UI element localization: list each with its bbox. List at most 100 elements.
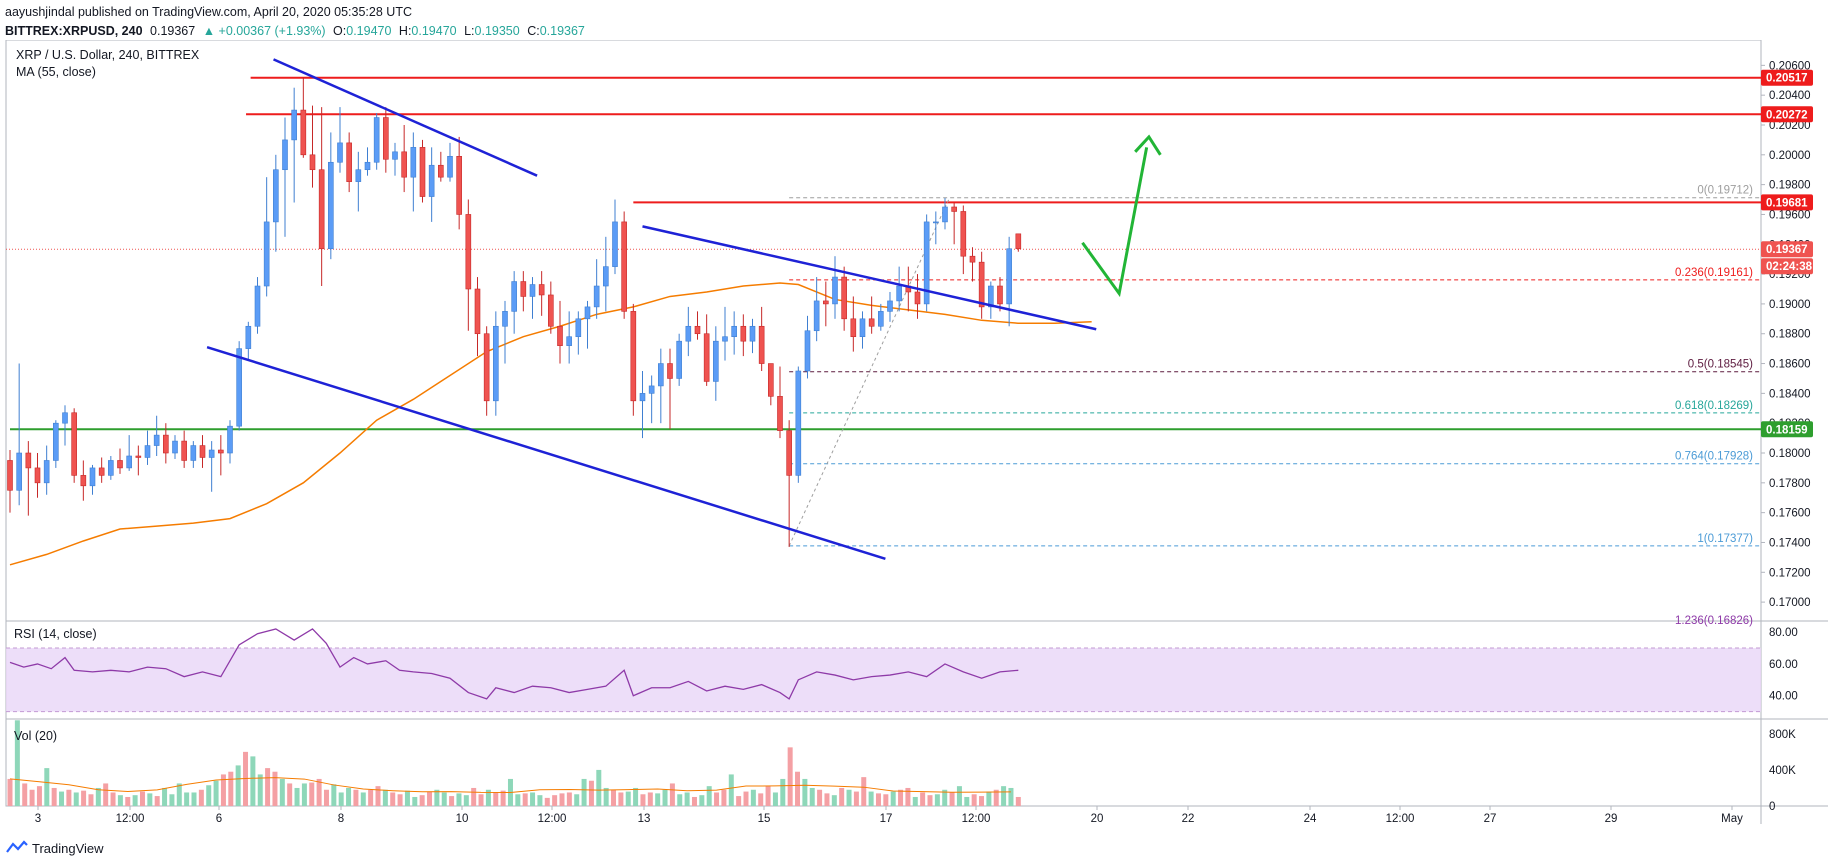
y-tick-label: 0.20000	[1769, 150, 1811, 162]
price-badge-label: 02:24:38	[1766, 261, 1813, 273]
volume-bar	[73, 792, 79, 806]
candle	[859, 318, 866, 338]
candle	[309, 154, 316, 171]
volume-bar	[780, 778, 786, 806]
candle	[117, 460, 123, 469]
volume-bar	[368, 789, 374, 806]
projection-arrow-head	[1134, 134, 1162, 156]
candle	[923, 221, 930, 305]
x-tick-label: 12:00	[538, 813, 567, 825]
candle	[71, 412, 77, 476]
candle	[502, 311, 508, 327]
candle	[575, 318, 582, 338]
candle	[850, 318, 857, 338]
y-tick-label: 0.17800	[1769, 478, 1811, 490]
candle	[896, 285, 902, 302]
volume-ma-line	[9, 777, 1011, 793]
fib-label: 0.764(0.17928)	[1675, 451, 1753, 463]
volume-bar	[154, 796, 160, 806]
volume-legend: Vol (20)	[14, 729, 58, 743]
candle	[758, 325, 765, 364]
candle	[841, 276, 847, 320]
x-tick-label: 27	[1484, 813, 1497, 825]
candle	[135, 455, 142, 458]
volume-bar	[596, 769, 602, 806]
candle	[199, 445, 206, 458]
chart-canvas[interactable]: 0.20600 0.20400 0.20200 0.20000 0.19800 0.196…	[0, 40, 1828, 835]
candle	[978, 261, 985, 308]
volume-bar	[213, 780, 219, 806]
candle	[163, 434, 169, 454]
candle	[823, 300, 829, 305]
volume-bar	[640, 794, 646, 806]
candle	[80, 475, 87, 487]
publisher-line: aayushjindal published on TradingView.co…	[5, 5, 412, 19]
volume-bar	[795, 771, 801, 806]
candle	[108, 460, 114, 476]
volume-bar	[809, 787, 815, 806]
volume-bar	[176, 783, 182, 806]
volume-bar	[404, 790, 410, 806]
last-price: 0.19367	[150, 24, 196, 38]
volume-bar	[883, 794, 889, 806]
candle	[676, 340, 682, 379]
volume-bar	[986, 791, 992, 806]
volume-bar	[66, 789, 72, 806]
candle	[337, 142, 343, 163]
volume-bar	[294, 787, 300, 806]
volume-bar	[14, 720, 20, 806]
volume-bar	[566, 792, 572, 806]
candle	[639, 393, 646, 402]
volume-bar	[493, 792, 499, 806]
candle	[438, 164, 444, 178]
volume-bar	[147, 793, 153, 806]
volume-bar	[949, 792, 955, 806]
volume-bar	[611, 789, 617, 806]
price-change: ▲ +0.00367 (+1.93%)	[202, 24, 326, 38]
volume-bar	[110, 792, 116, 806]
candle	[942, 206, 948, 223]
candle	[703, 333, 710, 382]
candle	[887, 300, 893, 312]
volume-bar	[36, 786, 42, 806]
x-tick-label: 15	[758, 813, 771, 825]
volume-bar	[449, 796, 455, 806]
candle	[529, 284, 536, 297]
candle	[566, 336, 572, 346]
volume-bar	[574, 794, 580, 806]
volume-bar	[103, 783, 109, 806]
tradingview-footer[interactable]: TradingView	[6, 840, 104, 857]
candle	[447, 155, 453, 178]
y-tick-label: 0.17600	[1769, 508, 1811, 520]
x-tick-label: 12:00	[1386, 813, 1415, 825]
volume-bar	[544, 797, 550, 806]
volume-bar	[728, 774, 734, 806]
candle	[291, 109, 297, 141]
y-tick-label: 0.20200	[1769, 120, 1811, 132]
fib-label: 0.236(0.19161)	[1675, 267, 1753, 279]
volume-bar	[853, 791, 859, 806]
volume-tick-label: 400K	[1769, 765, 1796, 777]
volume-bar	[890, 791, 896, 806]
candle	[190, 445, 197, 461]
volume-bar	[29, 789, 35, 806]
volume-bar	[316, 778, 322, 806]
volume-bar	[441, 792, 447, 806]
volume-bar	[758, 793, 764, 806]
candle	[34, 467, 41, 484]
candle	[1015, 233, 1022, 250]
candle	[557, 325, 563, 346]
open-value: 0.19470	[346, 24, 392, 38]
volume-bar	[765, 786, 771, 806]
candle	[621, 221, 627, 312]
volume-bar	[412, 796, 418, 806]
volume-bar	[360, 792, 366, 806]
candle	[7, 460, 13, 491]
x-tick-label: 8	[338, 813, 344, 825]
rsi-tick-label: 80.00	[1769, 627, 1798, 639]
volume-bar	[772, 792, 778, 806]
candle	[218, 449, 224, 454]
candle	[685, 325, 692, 342]
y-tick-label: 0.18800	[1769, 329, 1811, 341]
volume-bar	[198, 789, 204, 806]
